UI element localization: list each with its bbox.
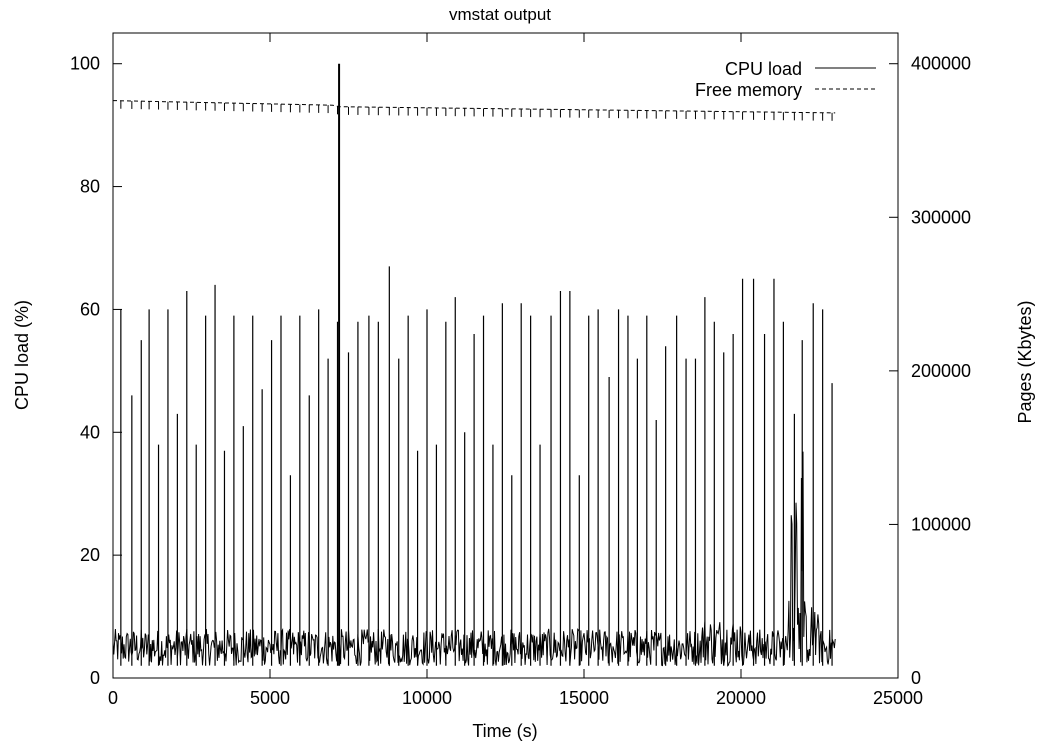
- legend-label-cpu-load: CPU load: [725, 59, 802, 79]
- legend-label-free-memory: Free memory: [695, 80, 802, 100]
- plot-area: [112, 63, 836, 667]
- x-tick-label: 25000: [873, 688, 923, 708]
- y-tick-label: 60: [80, 299, 100, 319]
- y-axis-title: CPU load (%): [12, 300, 32, 410]
- y-tick-label: 100: [70, 54, 100, 74]
- y2-tick-label: 300000: [911, 207, 971, 227]
- y-tick-label: 0: [90, 668, 100, 688]
- chart-title: vmstat output: [449, 5, 551, 24]
- x-tick-label: 0: [108, 688, 118, 708]
- y-tick-label: 40: [80, 422, 100, 442]
- x-tick-label: 10000: [402, 688, 452, 708]
- y2-tick-label: 0: [911, 668, 921, 688]
- plot-frame: [112, 32, 899, 679]
- y2-tick-label: 200000: [911, 361, 971, 381]
- x-axis-title: Time (s): [472, 721, 537, 741]
- legend: CPU load Free memory: [695, 59, 876, 100]
- x-tick-label: 20000: [716, 688, 766, 708]
- x-tick-label: 5000: [250, 688, 290, 708]
- axis-ticks: 0 5000 10000 15000 20000 25000020406080100010…: [70, 33, 971, 708]
- y2-axis-title: Pages (Kbytes): [1015, 300, 1035, 423]
- y-tick-label: 80: [80, 177, 100, 197]
- y2-tick-label: 100000: [911, 514, 971, 534]
- x-tick-label: 15000: [559, 688, 609, 708]
- y2-tick-label: 400000: [911, 54, 971, 74]
- y-tick-label: 20: [80, 545, 100, 565]
